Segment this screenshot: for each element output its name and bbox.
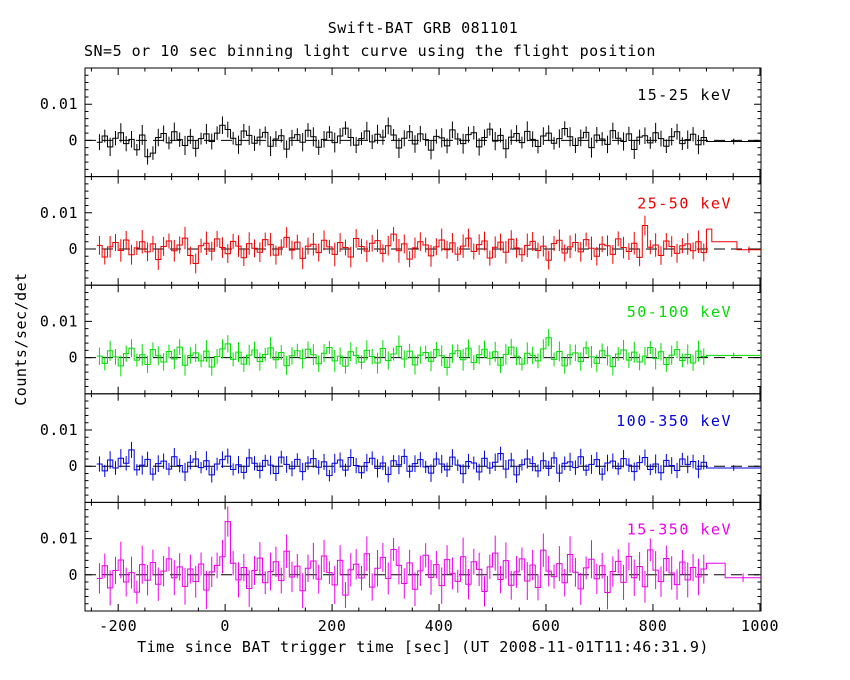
band-label-15-25-keV: 15-25 keV — [637, 86, 732, 104]
x-tick-label: 600 — [532, 617, 561, 635]
band-label-100-350-keV: 100-350 keV — [616, 412, 732, 430]
y-tick-label: 0 — [68, 131, 78, 149]
y-tick-label: 0 — [68, 240, 78, 258]
panel-frame-0 — [84, 67, 762, 178]
y-tick-label: 0.01 — [40, 421, 78, 439]
y-tick-label: 0 — [68, 457, 78, 475]
panel-ticks-1 — [85, 176, 761, 286]
panel-ticks-3 — [85, 393, 761, 503]
band-label-25-50-keV: 25-50 keV — [637, 195, 732, 213]
y-tick-label: 0.01 — [40, 95, 78, 113]
series-error-bars-100-350-keV — [98, 441, 735, 484]
panel-frame-4 — [84, 501, 762, 612]
panel-frame-3 — [84, 393, 762, 503]
y-tick-label: 0.01 — [40, 204, 78, 222]
panel-frame-1 — [84, 176, 762, 286]
y-tick-label: 0 — [68, 349, 78, 367]
x-axis-label: Time since BAT trigger time [sec] (UT 20… — [137, 638, 709, 656]
band-label-15-350-keV: 15-350 keV — [627, 520, 732, 538]
page-title: Swift-BAT GRB 081101 — [327, 19, 519, 37]
panel-frame-2 — [84, 284, 762, 395]
y-tick-label: 0 — [68, 566, 78, 584]
band-label-50-100-keV: 50-100 keV — [627, 303, 732, 321]
x-tick-label: -200 — [99, 617, 137, 635]
series-error-bars-15-25-keV — [98, 116, 735, 165]
x-tick-label: 200 — [318, 617, 347, 635]
series-error-bars-50-100-keV — [98, 329, 735, 377]
panel-ticks-2 — [85, 285, 761, 394]
page-subtitle: SN=5 or 10 sec binning light curve using… — [84, 42, 656, 60]
series-error-bars-25-50-keV — [98, 215, 750, 274]
panel-ticks-4 — [85, 502, 761, 611]
series-error-bars-15-350-keV — [98, 506, 744, 610]
x-tick-label: 1000 — [741, 617, 779, 635]
x-tick-label: 400 — [425, 617, 454, 635]
y-tick-label: 0.01 — [40, 530, 78, 548]
panel-ticks-0 — [85, 68, 761, 177]
x-tick-label: 800 — [639, 617, 668, 635]
x-tick-label: 0 — [220, 617, 230, 635]
y-tick-label: 0.01 — [40, 312, 78, 330]
